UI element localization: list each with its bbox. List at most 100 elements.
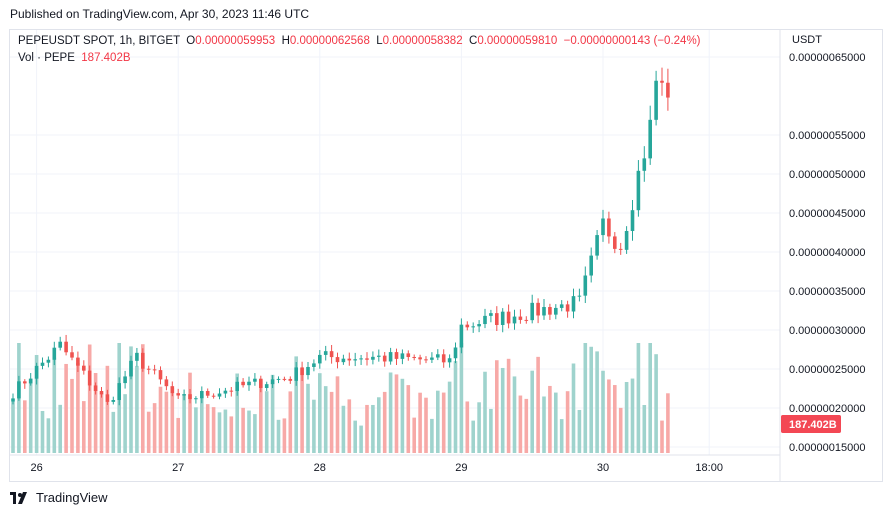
- candle-body: [58, 341, 62, 348]
- candle-body: [394, 352, 399, 359]
- candle-body: [111, 400, 116, 402]
- volume-bar: [430, 418, 434, 453]
- volume-label[interactable]: Vol · PEPE: [18, 52, 75, 64]
- candle-body: [571, 296, 576, 312]
- x-tick-label: 30: [597, 462, 609, 474]
- volume-bar: [99, 393, 104, 453]
- candle-body: [500, 311, 505, 325]
- volume-bar: [188, 372, 192, 453]
- volume-bar: [194, 407, 198, 453]
- volume-bar: [518, 395, 523, 453]
- volume-legend: Vol · PEPE 187.402B: [18, 52, 131, 64]
- candle-body: [536, 302, 540, 316]
- candle-body: [247, 381, 251, 386]
- volume-bar: [382, 391, 387, 453]
- candle-body: [28, 378, 33, 384]
- volume-bar: [46, 418, 51, 453]
- candle-body: [17, 381, 21, 399]
- candle-body: [52, 347, 57, 360]
- volume-bar: [483, 371, 487, 453]
- volume-bar: [34, 355, 39, 453]
- candle-body: [229, 390, 234, 392]
- volume-bar: [247, 410, 251, 453]
- volume-bar: [123, 394, 127, 453]
- volume-bar: [630, 378, 635, 453]
- candle-body: [93, 385, 98, 392]
- volume-bar: [40, 410, 45, 453]
- candle-body: [601, 218, 605, 236]
- candle-body: [170, 386, 175, 394]
- candle-body: [300, 367, 304, 376]
- candle-body: [424, 359, 428, 361]
- volume-bar: [453, 361, 458, 453]
- candle-body: [483, 315, 487, 325]
- volume-bar: [642, 404, 647, 453]
- volume-bar: [335, 376, 340, 453]
- brand-footer[interactable]: TradingView: [10, 490, 108, 505]
- y-tick-label: 0.00000015000: [789, 442, 865, 454]
- volume-bar: [371, 404, 375, 453]
- volume-bar: [129, 346, 133, 453]
- candle-body: [489, 313, 493, 316]
- volume-bar: [489, 408, 493, 453]
- x-tick-label: 27: [172, 462, 184, 474]
- candle-body: [607, 218, 611, 237]
- candle-body: [241, 381, 245, 386]
- volume-bar: [441, 392, 446, 453]
- candle-body: [477, 324, 481, 327]
- symbol-label[interactable]: PEPEUSDT SPOT, 1h, BITGET: [18, 35, 180, 47]
- volume-bar: [76, 362, 80, 453]
- candle-body: [400, 353, 405, 359]
- candle-body: [23, 381, 27, 384]
- candle-body: [595, 235, 599, 256]
- volume-bar: [660, 420, 664, 453]
- y-tick-label: 0.00000035000: [789, 286, 865, 298]
- candle-body: [495, 313, 499, 325]
- volume-bar: [359, 425, 363, 453]
- candle-body: [200, 391, 204, 399]
- volume-bar: [58, 404, 62, 453]
- candle-body: [548, 307, 552, 315]
- ohlc-legend: PEPEUSDT SPOT, 1h, BITGET O0.00000059953…: [18, 35, 701, 47]
- volume-bar: [471, 420, 475, 453]
- volume-bar: [377, 397, 381, 453]
- candle-body: [530, 302, 534, 321]
- volume-bar: [571, 363, 576, 453]
- candle-body: [312, 363, 316, 367]
- candle-body: [565, 304, 570, 312]
- volume-bar: [595, 351, 599, 453]
- volume-bar: [500, 367, 505, 453]
- volume-bar: [548, 385, 552, 453]
- volume-bar: [241, 407, 245, 453]
- candle-body: [182, 394, 186, 396]
- volume-bar: [400, 378, 405, 453]
- volume-bar: [554, 392, 558, 453]
- candle-body: [471, 326, 475, 328]
- volume-bar: [506, 358, 511, 453]
- candle-body: [512, 316, 517, 324]
- volume-bar: [412, 417, 416, 453]
- candle-body: [76, 357, 80, 366]
- volume-bar: [388, 372, 393, 453]
- candle-body: [323, 351, 328, 355]
- volume-bar: [111, 411, 116, 453]
- price-unit[interactable]: USDT: [792, 34, 822, 46]
- volume-bar: [105, 365, 110, 453]
- published-caption: Published on TradingView.com, Apr 30, 20…: [10, 7, 310, 21]
- y-tick-label: 0.00000045000: [789, 208, 865, 220]
- volume-value: 187.402B: [81, 52, 131, 64]
- candle-body: [288, 378, 293, 381]
- candle-body: [630, 210, 635, 231]
- volume-bar: [654, 354, 658, 453]
- candle-body: [353, 359, 357, 361]
- candle-body: [613, 236, 617, 249]
- candle-body: [359, 358, 363, 360]
- volume-bar: [306, 383, 310, 453]
- volume-bar: [64, 363, 68, 453]
- candle-body: [129, 360, 133, 377]
- candle-body: [329, 351, 334, 358]
- volume-bar: [82, 401, 86, 453]
- volume-bar: [135, 365, 139, 453]
- volume-bar: [565, 391, 570, 453]
